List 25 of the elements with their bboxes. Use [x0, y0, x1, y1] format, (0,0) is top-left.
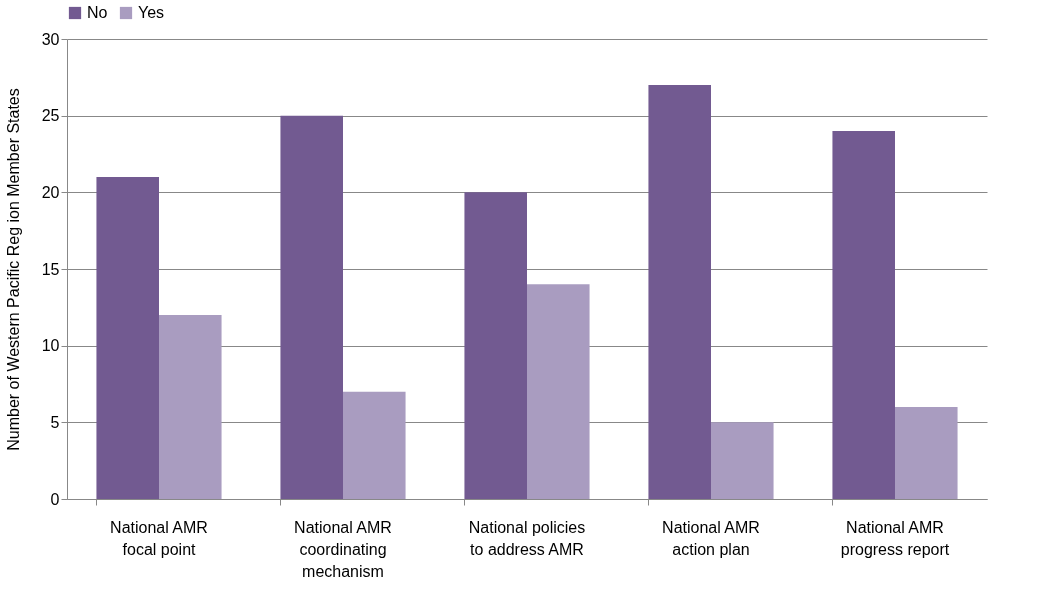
y-tick-label: 5: [50, 413, 60, 431]
y-axis-title: Number of Western Pacific Reg ion Member States: [4, 88, 22, 451]
bar: [832, 131, 895, 499]
x-tick-label: National AMR action plan: [662, 518, 760, 558]
legend-label: Yes: [138, 4, 165, 21]
x-tick-label: National AMR focal point: [110, 518, 208, 558]
bar: [895, 407, 958, 499]
bar: [648, 85, 711, 499]
x-tick-label: National AMR coordinating mechanism: [294, 518, 392, 580]
x-tick-label: National AMR progress report: [840, 518, 950, 558]
bar: [527, 284, 590, 499]
y-tick-label: 10: [41, 337, 60, 355]
bar: [464, 192, 527, 499]
bar: [159, 315, 222, 499]
y-tick-label: 30: [41, 30, 60, 48]
y-tick-label: 25: [41, 107, 60, 125]
y-tick-label: 15: [41, 260, 60, 278]
legend-label: No: [87, 4, 108, 21]
bar: [343, 391, 406, 499]
y-tick-label: 0: [50, 490, 60, 508]
x-tick-label: National policies to address AMR: [468, 518, 586, 558]
y-tick-label: 20: [41, 183, 60, 201]
bar: [280, 115, 343, 499]
bar: [711, 422, 774, 499]
bar: [96, 177, 159, 499]
